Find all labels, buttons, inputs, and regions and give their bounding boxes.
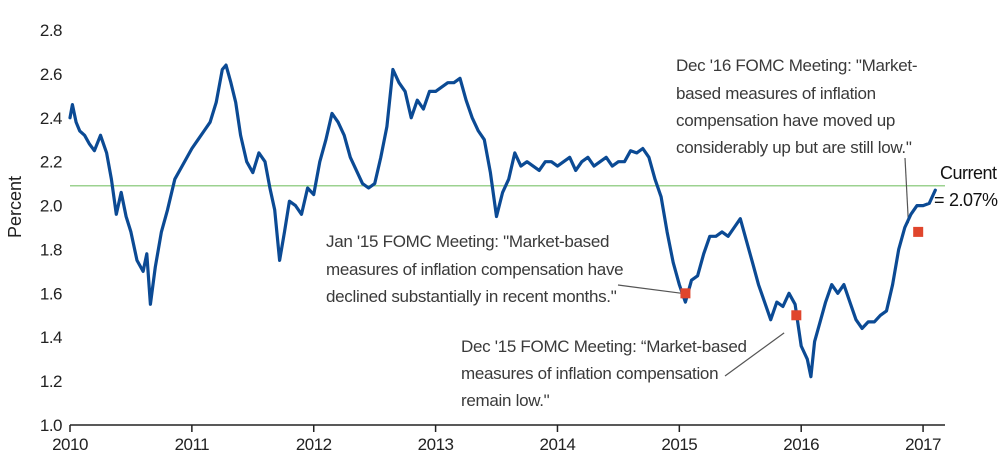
y-tick-label: 2.4	[40, 109, 62, 128]
annotation-jan-15: Jan '15 FOMC Meeting: "Market-based meas…	[326, 232, 624, 306]
series-line	[68, 63, 937, 379]
y-tick-label: 2.6	[40, 65, 62, 84]
annotation-dec-15: Dec '15 FOMC Meeting: “Market-based meas…	[461, 337, 747, 410]
event-marker	[680, 288, 691, 299]
y-tick-label: 2.8	[40, 21, 62, 40]
annotation-jan-15-line-1: Jan '15 FOMC Meeting: "Market-based	[326, 232, 609, 251]
annotation-dec-15-line-1: Dec '15 FOMC Meeting: “Market-based	[461, 337, 747, 356]
x-tick-label: 2016	[783, 435, 819, 454]
y-tick-label: 1.2	[40, 372, 62, 391]
annotation-pointer	[904, 157, 910, 224]
x-tick-label: 2017	[905, 435, 941, 454]
annotation-jan-15-line-2: measures of inflation compensation have	[326, 260, 623, 279]
x-tick-label: 2010	[52, 435, 88, 454]
annotation-jan-15-line-3: declined substantially in recent months.…	[326, 287, 617, 306]
y-axis-title: Percent	[5, 176, 25, 238]
y-tick-label: 1.6	[40, 284, 62, 303]
x-tick-label: 2015	[661, 435, 697, 454]
x-tick-label: 2011	[175, 435, 210, 454]
annotation-pointers	[617, 157, 910, 377]
current-label: Current	[940, 163, 997, 183]
y-axis-tick-labels: 1.0 1.2 1.4 1.6 1.8 2.0 2.2 2.4 2.6 2.8	[40, 21, 63, 435]
event-marker	[791, 310, 802, 321]
annotation-dec-16-line-1: Dec '16 FOMC Meeting: "Market-	[676, 56, 917, 75]
current-equals-sign: =	[934, 190, 944, 210]
event-marker	[913, 226, 924, 237]
annotation-dec-16-line-4: considerably up but are still low."	[676, 138, 912, 157]
annotation-dec-15-line-2: measures of inflation compensation	[461, 364, 718, 383]
annotation-pointer	[724, 332, 785, 377]
annotation-dec-16: Dec '16 FOMC Meeting: "Market- based mea…	[676, 56, 917, 157]
x-tick-label: 2013	[418, 435, 454, 454]
current-value: 2.07%	[949, 190, 998, 210]
annotation-dec-15-line-3: remain low."	[461, 391, 550, 410]
y-tick-label: 1.0	[40, 416, 62, 435]
series-layer	[68, 63, 937, 379]
y-tick-label: 1.8	[40, 240, 62, 259]
x-tick-label: 2014	[540, 435, 576, 454]
y-tick-label: 2.2	[40, 153, 62, 172]
annotation-dec-16-line-3: compensation have moved up	[676, 111, 895, 130]
event-markers	[680, 226, 924, 321]
annotation-dec-16-line-2: based measures of inflation	[676, 84, 876, 103]
x-tick-label: 2012	[296, 435, 332, 454]
annotation-pointer	[617, 284, 682, 294]
y-tick-label: 1.4	[40, 328, 62, 347]
x-axis-ticks: 2010 2011 2012 2013 2014 2015 2016 2017	[52, 425, 942, 454]
y-tick-label: 2.0	[40, 197, 62, 216]
